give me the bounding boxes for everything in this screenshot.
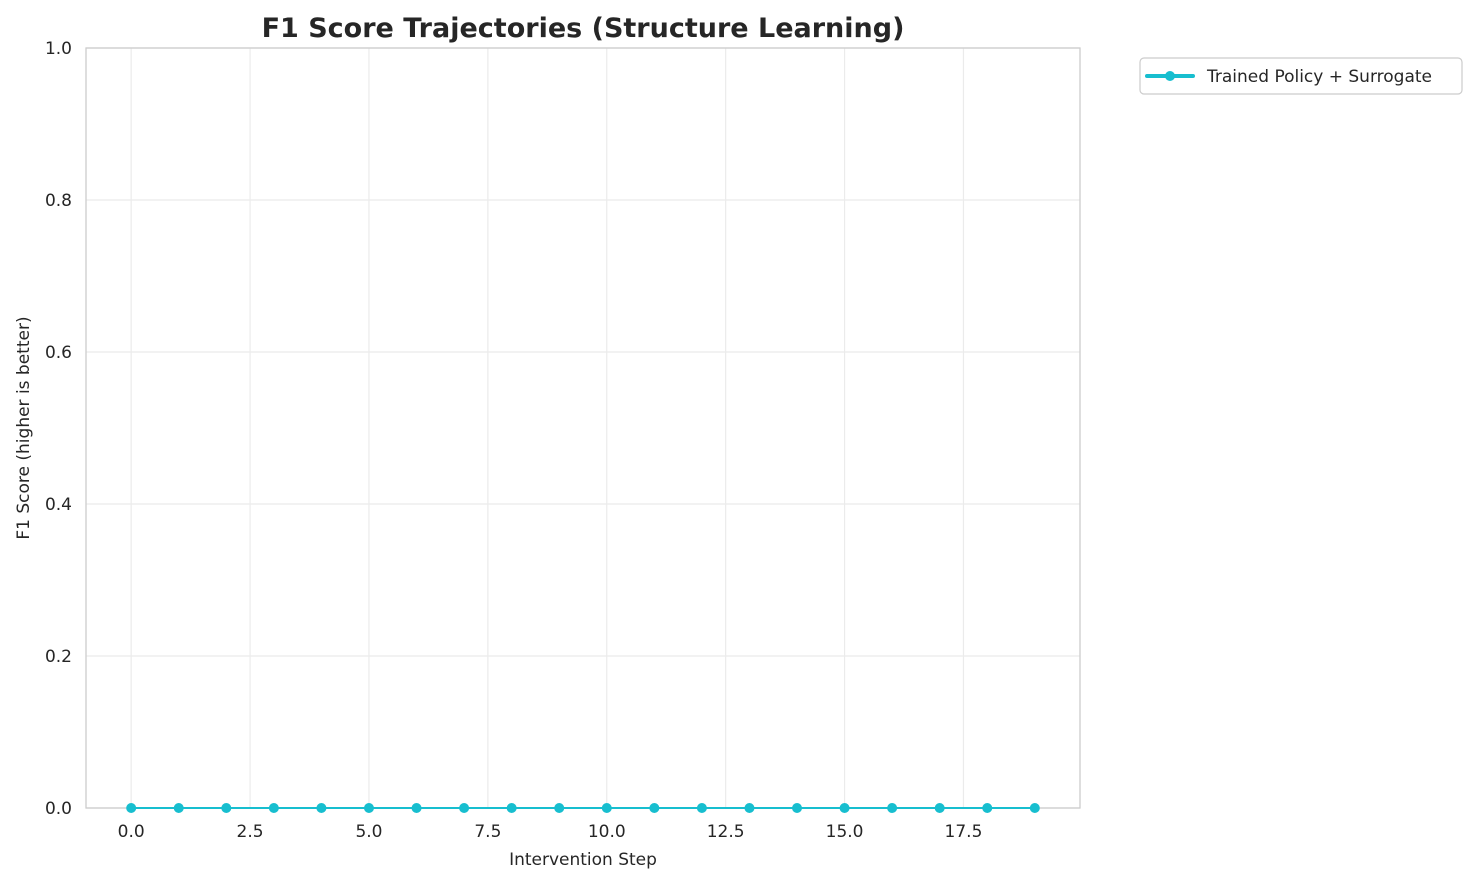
x-tick-label: 5.0 bbox=[355, 822, 382, 842]
legend-marker-swatch bbox=[1165, 71, 1175, 81]
data-point bbox=[934, 803, 945, 813]
x-tick-label: 0.0 bbox=[118, 822, 145, 842]
data-point bbox=[1029, 803, 1040, 813]
legend-label: Trained Policy + Surrogate bbox=[1206, 67, 1432, 87]
data-point bbox=[363, 803, 374, 813]
chart-title: F1 Score Trajectories (Structure Learnin… bbox=[262, 13, 905, 44]
x-tick-label: 2.5 bbox=[237, 822, 264, 842]
y-tick-label: 0.6 bbox=[45, 343, 72, 363]
x-tick-label: 12.5 bbox=[707, 822, 745, 842]
y-tick-label: 0.8 bbox=[45, 191, 72, 211]
x-tick-label: 10.0 bbox=[588, 822, 626, 842]
y-tick-label: 1.0 bbox=[45, 39, 72, 59]
data-point bbox=[268, 803, 279, 813]
data-point bbox=[696, 803, 707, 813]
data-point bbox=[459, 803, 470, 813]
x-axis-ticks: 0.0 2.5 5.0 7.5 10.0 12.5 15.0 17.5 bbox=[118, 822, 983, 842]
y-tick-label: 0.4 bbox=[45, 495, 72, 515]
x-tick-label: 7.5 bbox=[474, 822, 501, 842]
data-point bbox=[649, 803, 660, 813]
y-axis-ticks: 0.0 0.2 0.4 0.6 0.8 1.0 bbox=[45, 39, 72, 819]
data-point bbox=[506, 803, 517, 813]
data-point bbox=[126, 803, 137, 813]
x-axis-label: Intervention Step bbox=[509, 850, 657, 870]
legend: Trained Policy + Surrogate bbox=[1139, 57, 1463, 95]
series-layer bbox=[126, 803, 1040, 813]
data-point bbox=[887, 803, 898, 813]
x-tick-label: 15.0 bbox=[826, 822, 864, 842]
legend-box bbox=[1139, 57, 1463, 95]
data-point bbox=[173, 803, 184, 813]
data-point bbox=[554, 803, 565, 813]
x-tick-label: 17.5 bbox=[945, 822, 983, 842]
y-axis-label: F1 Score (higher is better) bbox=[14, 316, 34, 539]
data-point bbox=[411, 803, 422, 813]
data-point bbox=[744, 803, 755, 813]
data-point bbox=[221, 803, 232, 813]
y-tick-label: 0.0 bbox=[45, 799, 72, 819]
y-tick-label: 0.2 bbox=[45, 647, 72, 667]
data-point bbox=[982, 803, 993, 813]
data-point bbox=[601, 803, 612, 813]
data-point bbox=[316, 803, 327, 813]
data-point bbox=[792, 803, 803, 813]
data-point bbox=[839, 803, 850, 813]
